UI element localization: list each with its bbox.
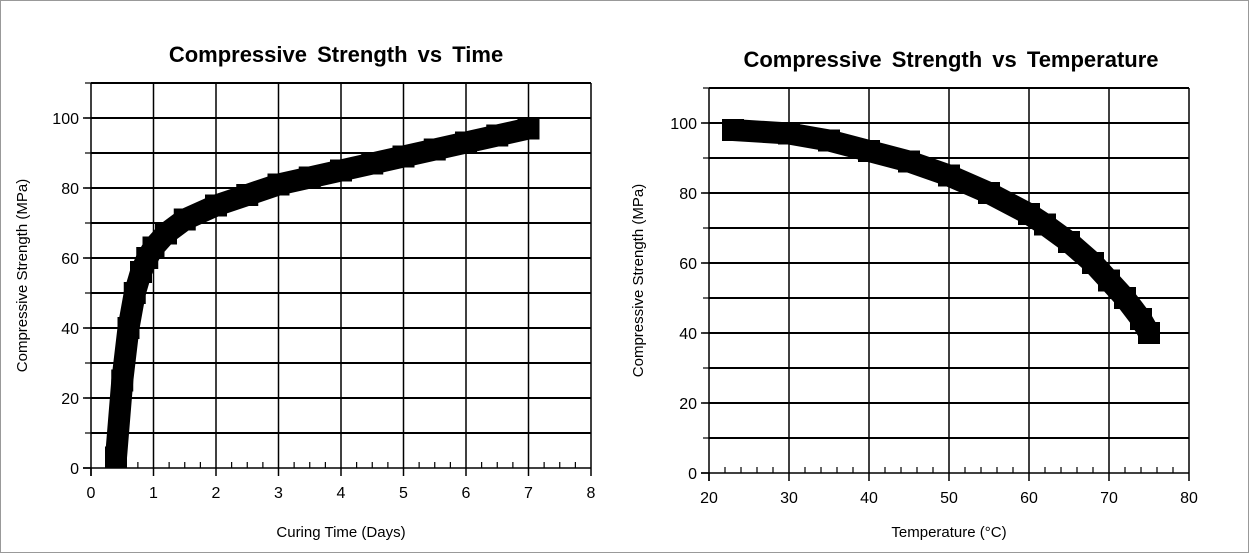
- x-tick-label: 5: [399, 485, 408, 502]
- data-point: [117, 317, 140, 339]
- x-tick-label: 20: [700, 490, 718, 507]
- y-tick-label: 100: [52, 111, 79, 128]
- data-point: [486, 124, 509, 147]
- y-tick-label: 100: [670, 116, 697, 133]
- y-tick-label: 80: [679, 186, 697, 203]
- y-tick-label: 0: [70, 461, 79, 478]
- x-axis-label: Curing Time (Days): [276, 524, 405, 541]
- data-point: [818, 129, 840, 152]
- data-point: [205, 194, 227, 217]
- x-axis-label: Temperature (°C): [891, 524, 1006, 541]
- x-tick-label: 4: [337, 485, 346, 502]
- chart-title: Compressive Strength vs Temperature: [743, 47, 1158, 72]
- data-point: [361, 152, 384, 175]
- data-point: [1138, 322, 1160, 344]
- y-tick-label: 0: [688, 466, 697, 483]
- data-point: [423, 138, 446, 161]
- data-point: [1114, 287, 1136, 309]
- data-point: [1082, 252, 1104, 274]
- data-point: [1098, 269, 1120, 292]
- data-point: [330, 159, 352, 182]
- data-point: [978, 182, 1000, 204]
- data-point: [1058, 231, 1080, 253]
- data-point: [722, 119, 744, 141]
- data-point: [173, 208, 196, 231]
- x-tick-label: 80: [1180, 490, 1198, 507]
- data-point: [455, 131, 477, 154]
- x-tick-label: 3: [274, 485, 283, 502]
- x-tick-label: 6: [462, 485, 471, 502]
- data-point: [858, 140, 880, 162]
- x-tick-label: 7: [524, 485, 533, 502]
- y-tick-label: 20: [679, 396, 697, 413]
- data-point: [123, 282, 146, 304]
- chart-title: Compressive Strength vs Time: [169, 42, 503, 67]
- x-tick-label: 8: [587, 485, 596, 502]
- y-tick-label: 80: [61, 181, 79, 198]
- data-point: [111, 369, 134, 392]
- x-tick-label: 60: [1020, 490, 1038, 507]
- x-tick-label: 70: [1100, 490, 1118, 507]
- data-point: [778, 122, 800, 145]
- data-point: [155, 222, 177, 245]
- x-tick-label: 1: [149, 485, 158, 502]
- x-tick-label: 0: [87, 485, 96, 502]
- y-tick-label: 40: [61, 321, 79, 338]
- data-point: [236, 184, 259, 206]
- x-tick-label: 2: [212, 485, 221, 502]
- x-tick-label: 40: [860, 490, 878, 507]
- y-tick-label: 60: [61, 251, 79, 268]
- x-tick-label: 30: [780, 490, 798, 507]
- data-point: [298, 166, 321, 189]
- y-tick-label: 40: [679, 326, 697, 343]
- y-axis-label: Compressive Strength (MPa): [14, 179, 31, 372]
- y-tick-label: 60: [679, 256, 697, 273]
- data-point: [392, 145, 415, 168]
- data-point: [267, 173, 290, 196]
- data-point: [1034, 213, 1056, 236]
- data-point: [938, 164, 960, 187]
- data-point: [517, 117, 540, 140]
- data-point: [105, 446, 127, 469]
- data-point: [898, 150, 920, 173]
- y-axis-label: Compressive Strength (MPa): [630, 184, 647, 377]
- series-line: [732, 119, 1159, 339]
- y-tick-label: 20: [61, 391, 79, 408]
- x-tick-label: 50: [940, 490, 958, 507]
